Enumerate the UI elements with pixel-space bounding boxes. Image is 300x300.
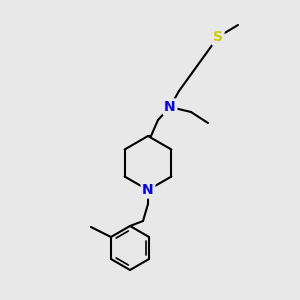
Text: N: N xyxy=(142,183,154,197)
Text: S: S xyxy=(213,30,223,44)
Text: N: N xyxy=(164,100,176,114)
